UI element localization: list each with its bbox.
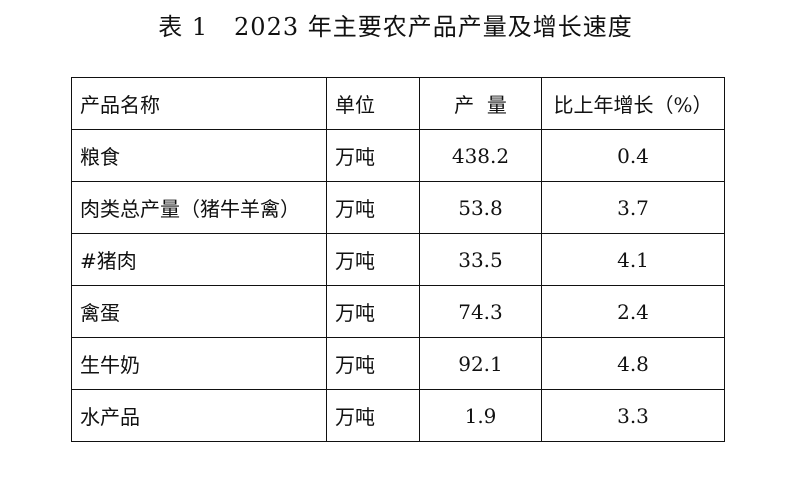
unit: 万吨	[326, 181, 420, 234]
header-growth: 比上年增长（%）	[541, 77, 725, 130]
unit: 万吨	[326, 285, 420, 338]
product-name: 粮食	[71, 129, 327, 182]
output: 1.9	[419, 389, 542, 442]
table-row: 粮食 万吨 438.2 0.4	[71, 129, 725, 182]
output: 438.2	[419, 129, 542, 182]
table-row: 生牛奶 万吨 92.1 4.8	[71, 337, 725, 390]
growth: 3.3	[541, 389, 725, 442]
growth: 4.1	[541, 233, 725, 286]
header-row: 产品名称 单位 产 量 比上年增长（%）	[71, 77, 725, 130]
output: 53.8	[419, 181, 542, 234]
product-name: 肉类总产量（猪牛羊禽）	[71, 181, 327, 234]
product-name: 生牛奶	[71, 337, 327, 390]
table-row: 水产品 万吨 1.9 3.3	[71, 389, 725, 442]
growth: 0.4	[541, 129, 725, 182]
header-product-name: 产品名称	[71, 77, 327, 130]
header-output: 产 量	[419, 77, 542, 130]
product-name: #猪肉	[71, 233, 327, 286]
product-name: 禽蛋	[71, 285, 327, 338]
growth: 2.4	[541, 285, 725, 338]
unit: 万吨	[326, 129, 420, 182]
unit: 万吨	[326, 337, 420, 390]
table-row: #猪肉 万吨 33.5 4.1	[71, 233, 725, 286]
production-table: 产品名称 单位 产 量 比上年增长（%） 粮食 万吨 438.2 0.4 肉类总…	[71, 77, 725, 442]
table-row: 肉类总产量（猪牛羊禽） 万吨 53.8 3.7	[71, 181, 725, 234]
output: 92.1	[419, 337, 542, 390]
growth: 4.8	[541, 337, 725, 390]
output: 33.5	[419, 233, 542, 286]
unit: 万吨	[326, 233, 420, 286]
growth: 3.7	[541, 181, 725, 234]
unit: 万吨	[326, 389, 420, 442]
header-unit: 单位	[326, 77, 420, 130]
product-name: 水产品	[71, 389, 327, 442]
table-title: 表 1 2023 年主要农产品产量及增长速度	[158, 13, 633, 41]
output: 74.3	[419, 285, 542, 338]
table-row: 禽蛋 万吨 74.3 2.4	[71, 285, 725, 338]
